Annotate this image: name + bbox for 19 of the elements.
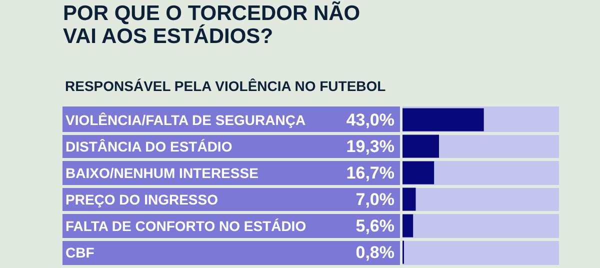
bar (402, 161, 434, 184)
y-tick-label: CBF (66, 244, 95, 260)
y-tick-label: DISTÂNCIA DO ESTÁDIO (66, 138, 232, 154)
data-label: 19,3% (346, 136, 394, 156)
bar (402, 188, 416, 211)
data-label: 16,7% (346, 163, 394, 182)
data-label: 43,0% (346, 110, 394, 130)
y-tick-label: PREÇO DO INGRESSO (66, 191, 218, 208)
bar (402, 134, 440, 158)
y-tick-label: VIOLÊNCIA/FALTA DE SEGURANÇA (66, 112, 306, 128)
data-label: 7,0% (356, 190, 394, 209)
y-tick-label: BAIXO/NENHUM INTERESSE (66, 164, 258, 181)
data-label: 0,8% (356, 242, 394, 262)
text: POR QUE O TORCEDOR NÃO VAI AOS ESTÁDIOS? (63, 2, 362, 48)
data-label: 5,6% (356, 216, 394, 236)
y-tick-label: FALTA DE CONFORTO NO ESTÁDIO (66, 218, 306, 234)
bar (402, 108, 484, 132)
text: RESPONSÁVEL PELA VIOLÊNCIA NO FUTEBOL (65, 77, 386, 96)
bar (402, 214, 414, 238)
